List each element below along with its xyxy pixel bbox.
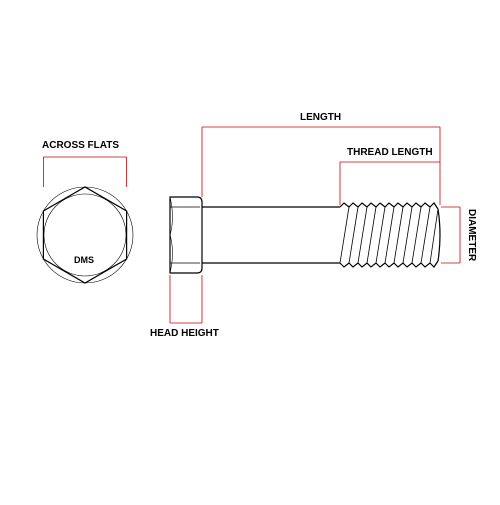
label-length: LENGTH <box>300 112 341 123</box>
label-diameter: DIAMETER <box>466 209 477 261</box>
label-thread-length: THREAD LENGTH <box>347 147 433 158</box>
diagram-svg <box>0 0 500 500</box>
label-dms: DMS <box>74 255 94 265</box>
label-head-height: HEAD HEIGHT <box>150 328 219 339</box>
bolt-side-view <box>170 197 440 273</box>
bolt-diagram: ACROSS FLATS DMS LENGTH THREAD LENGTH HE… <box>0 0 500 500</box>
label-across-flats: ACROSS FLATS <box>42 140 119 151</box>
hex-head-front <box>37 187 133 283</box>
